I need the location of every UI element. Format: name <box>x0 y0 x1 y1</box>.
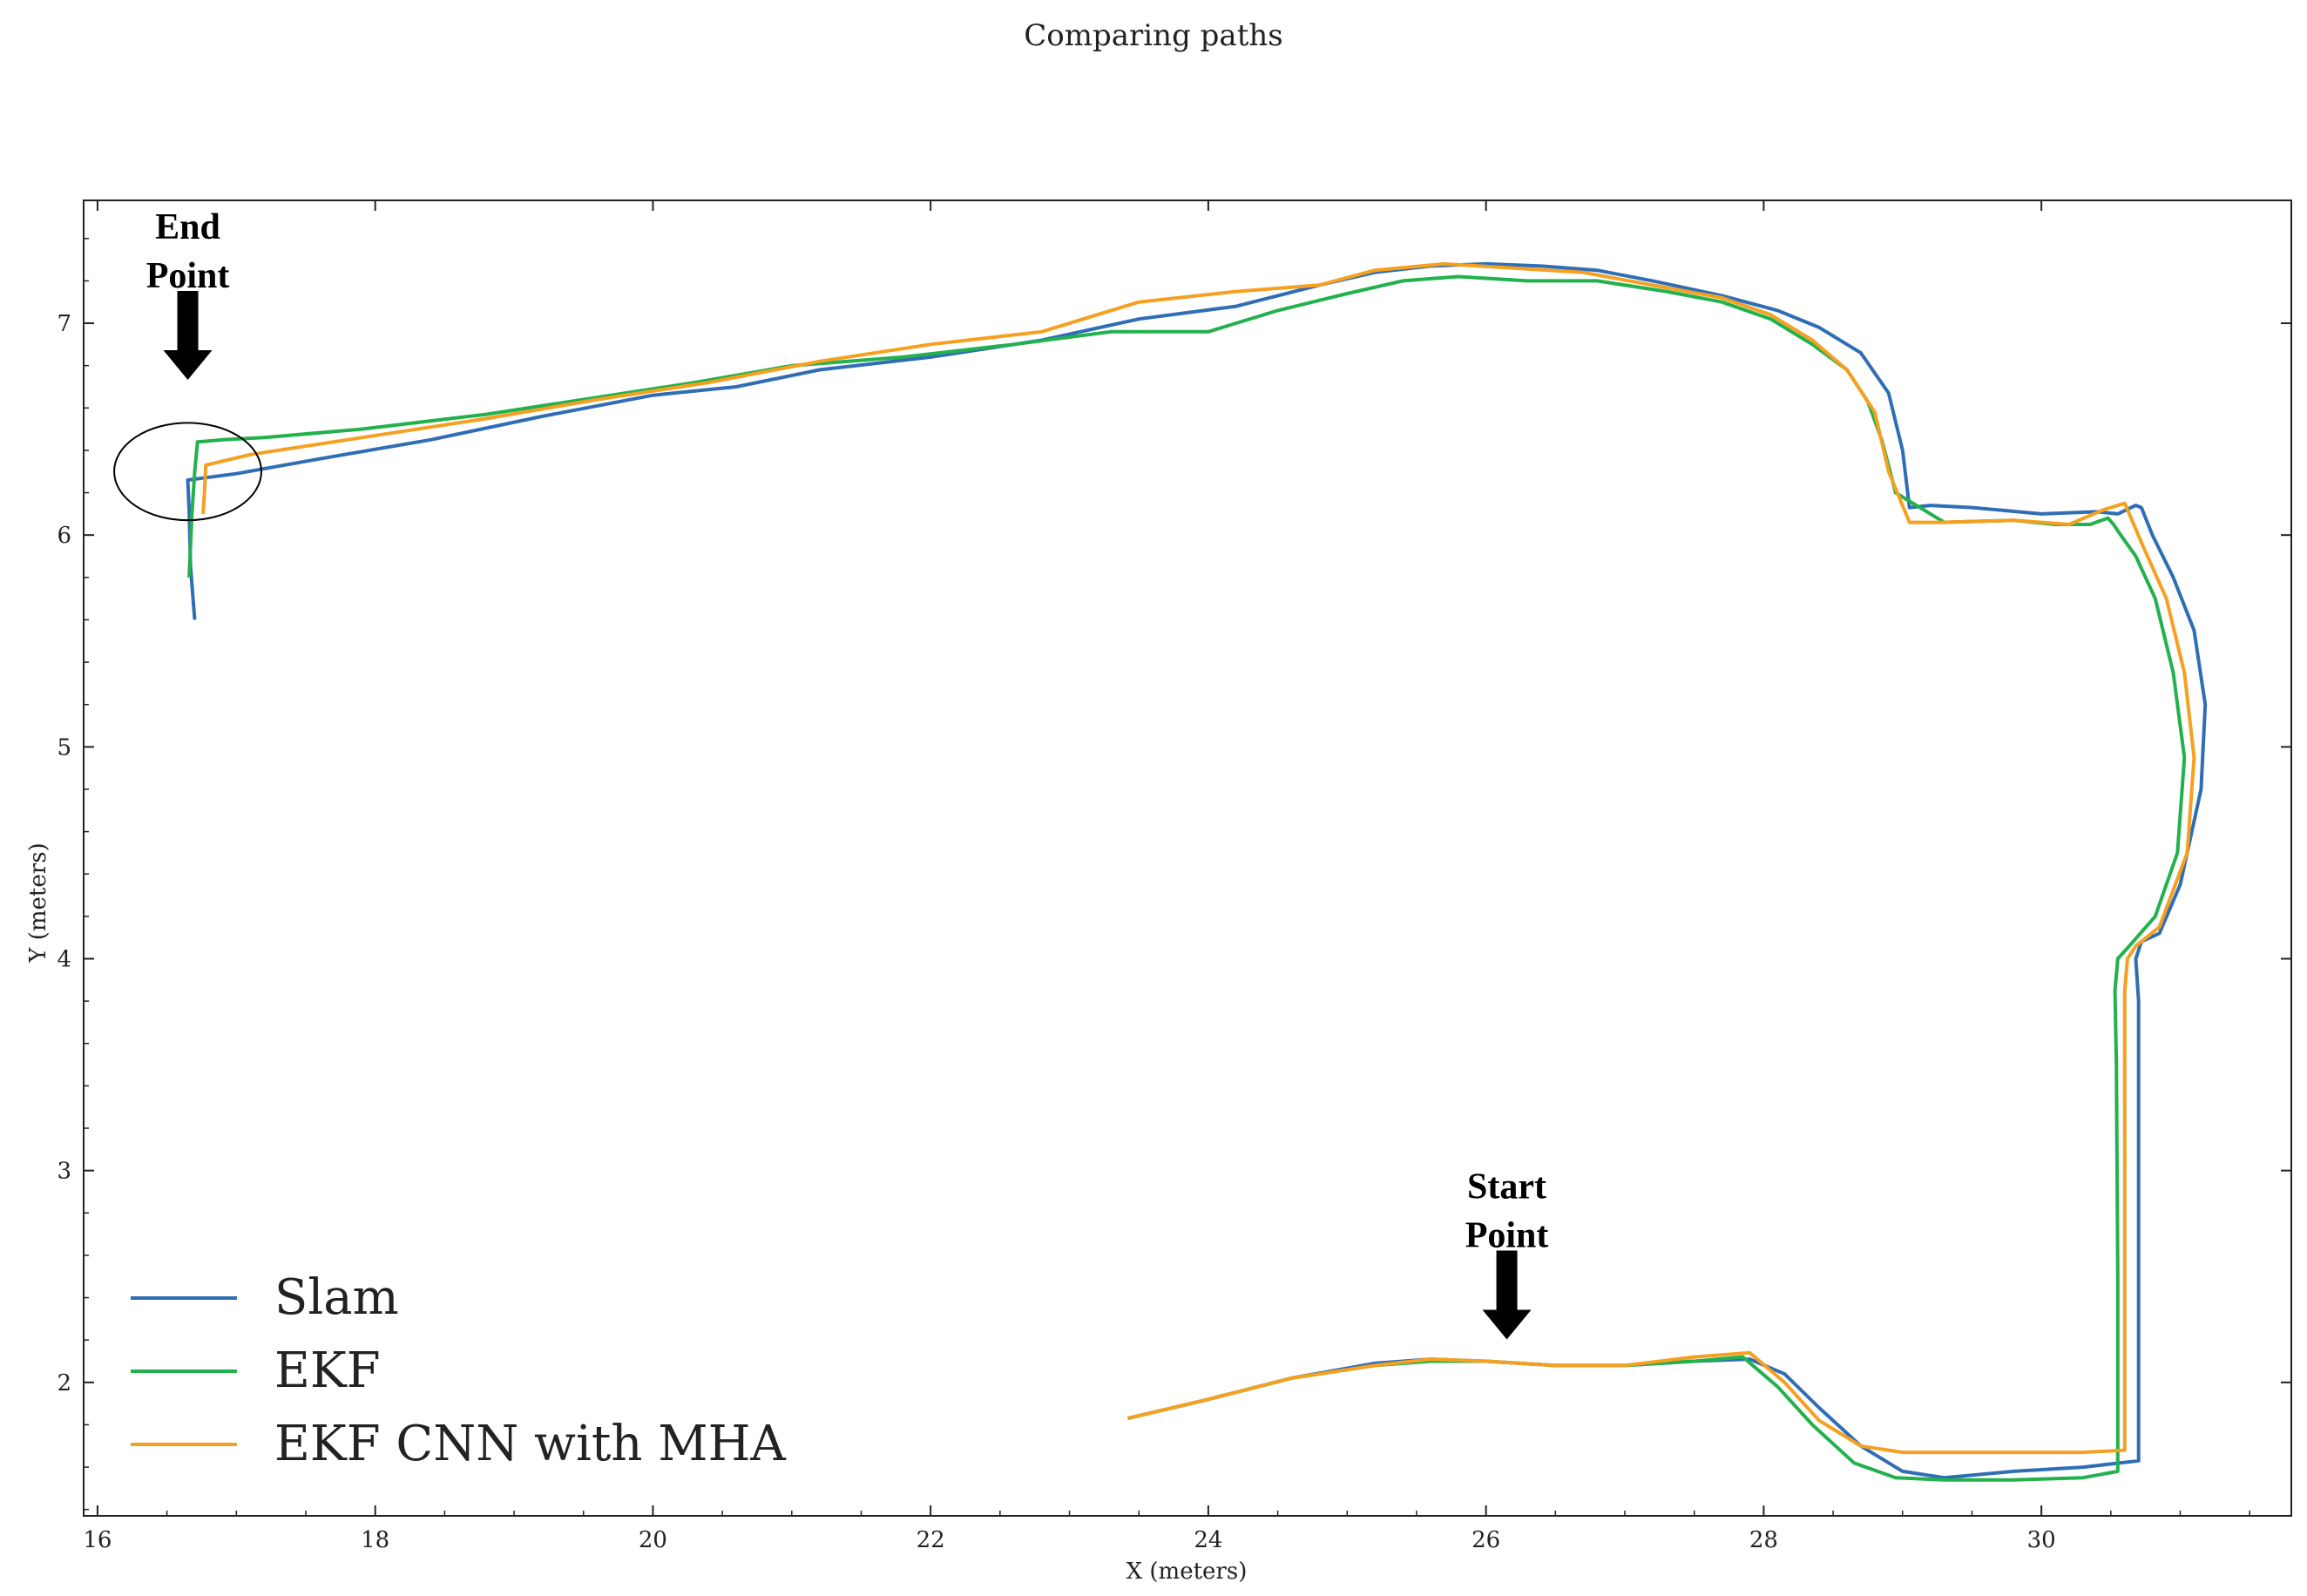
y-tick-label: 6 <box>57 523 71 549</box>
y-tick-label: 5 <box>57 734 71 761</box>
y-tick-label: 2 <box>57 1370 71 1396</box>
x-tick-label: 30 <box>2027 1527 2056 1553</box>
y-tick-label: 3 <box>57 1159 71 1185</box>
end-point-label-line: Point <box>146 256 230 296</box>
chart-title: Comparing paths <box>1024 18 1282 53</box>
x-tick-label: 28 <box>1749 1527 1778 1553</box>
series-line-ekf-cnn-with-mha <box>201 261 2196 1455</box>
x-tick-label: 16 <box>83 1527 112 1553</box>
start-point-label-line: Point <box>1465 1215 1549 1255</box>
legend-label-ekf-cnn-with-mha: EKF CNN with MHA <box>274 1416 786 1472</box>
plot-frame <box>83 200 2292 1517</box>
start-point-arrow-head <box>1482 1309 1532 1340</box>
end-point-arrow-head <box>163 349 213 380</box>
start-point-arrow-shaft <box>1496 1250 1518 1314</box>
x-tick-label: 24 <box>1194 1527 1222 1553</box>
x-tick-label: 22 <box>917 1527 945 1553</box>
end-point-arrow-shaft <box>177 290 199 354</box>
legend-label-slam: Slam <box>274 1269 399 1326</box>
end-point-ellipse <box>113 422 262 522</box>
series-line-ekf <box>187 274 2187 1482</box>
legend-label-ekf: EKF <box>274 1342 381 1399</box>
y-tick-label: 4 <box>57 946 71 972</box>
x-tick-label: 26 <box>1471 1527 1500 1553</box>
y-tick-label: 7 <box>57 311 71 337</box>
x-tick-label: 20 <box>639 1527 667 1553</box>
y-axis-label: Y (meters) <box>25 842 51 963</box>
start-point-label-line: Start <box>1467 1167 1546 1207</box>
x-axis-label: X (meters) <box>1126 1559 1248 1585</box>
series-line-slam <box>186 261 2208 1480</box>
x-tick-label: 18 <box>361 1527 389 1553</box>
end-point-label-line: End <box>155 207 220 247</box>
